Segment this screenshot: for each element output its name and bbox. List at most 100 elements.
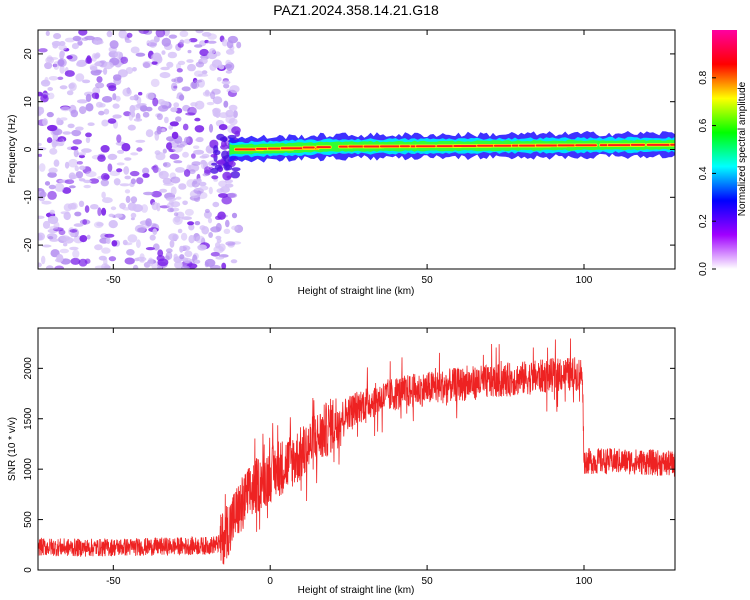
noise-blob (198, 181, 207, 187)
noise-blob (56, 117, 61, 126)
noise-blob (57, 58, 67, 67)
noise-blob (101, 96, 113, 103)
noise-blob (94, 265, 106, 269)
noise-blob (114, 213, 123, 218)
noise-blob (179, 254, 185, 260)
noise-blob (138, 91, 143, 96)
noise-blob (218, 124, 228, 131)
noise-blob (111, 240, 118, 247)
y-tick-label: 500 (23, 511, 34, 528)
noise-blob (95, 101, 103, 108)
noise-blob (130, 178, 136, 185)
noise-blob (129, 170, 140, 177)
noise-blob (195, 61, 205, 68)
noise-blob (62, 187, 72, 194)
noise-blob (170, 186, 177, 196)
noise-blob (122, 87, 132, 97)
noise-blob (175, 116, 182, 122)
noise-blob (190, 102, 198, 107)
noise-blob (129, 96, 136, 101)
noise-blob (70, 146, 79, 151)
noise-blob (164, 116, 169, 124)
noise-blob (215, 222, 222, 232)
noise-blob (107, 153, 118, 160)
noise-blob (176, 144, 185, 148)
noise-blob (73, 149, 79, 158)
noise-blob (206, 101, 215, 106)
noise-blob (147, 257, 154, 267)
noise-blob (73, 223, 84, 227)
noise-blob (158, 171, 164, 176)
noise-blob (208, 232, 214, 238)
noise-blob (62, 131, 72, 135)
noise-blob (68, 83, 75, 89)
noise-blob (132, 67, 137, 72)
noise-blob (223, 83, 230, 89)
noise-blob (146, 40, 151, 47)
noise-blob (101, 191, 106, 199)
spectrogram-x-label: Height of straight line (km) (298, 286, 415, 297)
noise-blob (82, 79, 91, 84)
noise-blob (117, 149, 125, 154)
noise-blob (157, 249, 164, 257)
noise-blob (201, 70, 208, 75)
noise-blob (132, 264, 139, 269)
noise-blob (149, 234, 156, 241)
noise-blob (42, 118, 48, 126)
noise-blob (221, 39, 228, 47)
noise-blob (161, 50, 166, 55)
noise-blob (195, 235, 205, 244)
noise-blob (115, 95, 121, 102)
noise-blob (169, 153, 180, 160)
noise-blob (225, 109, 234, 118)
x-tick-label: 50 (422, 275, 434, 286)
noise-blob (71, 129, 82, 137)
noise-blob (107, 163, 113, 172)
noise-blob (185, 112, 196, 116)
noise-blob (110, 206, 117, 211)
noise-blob (139, 253, 145, 261)
noise-blob (188, 38, 198, 43)
noise-blob (173, 160, 183, 164)
noise-blob (152, 97, 159, 107)
noise-blob (232, 110, 238, 118)
noise-blob (215, 235, 222, 240)
noise-blob (112, 103, 120, 109)
y-tick-label: 20 (23, 48, 34, 60)
noise-blob (39, 191, 47, 198)
noise-blob (126, 249, 135, 256)
noise-blob (154, 132, 160, 141)
noise-blob (234, 130, 240, 137)
noise-blob (66, 55, 73, 60)
noise-blob (103, 174, 110, 180)
noise-blob (44, 181, 51, 186)
noise-blob (165, 248, 173, 253)
noise-blob (48, 76, 59, 81)
noise-blob (226, 40, 234, 49)
colorbar-tick-label: 0.2 (698, 214, 709, 228)
noise-blob (136, 239, 141, 249)
noise-blob (70, 109, 79, 118)
transition-blob (210, 153, 218, 158)
noise-blob (168, 125, 173, 130)
noise-blob (116, 168, 123, 173)
noise-blob (78, 30, 88, 36)
noise-blob (116, 134, 122, 143)
snr-frame (37, 327, 676, 571)
noise-blob (191, 161, 201, 166)
noise-blob (100, 145, 110, 153)
noise-blob (108, 213, 115, 218)
noise-blob (221, 196, 232, 205)
noise-blob (119, 202, 126, 209)
noise-blob (157, 258, 169, 267)
figure-title: PAZ1.2024.358.14.21.G18 (273, 2, 439, 18)
noise-blob (169, 239, 175, 248)
noise-blob (116, 162, 125, 166)
noise-blob (182, 200, 188, 206)
noise-blob (103, 257, 108, 266)
noise-blob (168, 200, 175, 205)
noise-blob (85, 93, 92, 102)
noise-blob (81, 148, 92, 153)
noise-blob (162, 105, 168, 109)
